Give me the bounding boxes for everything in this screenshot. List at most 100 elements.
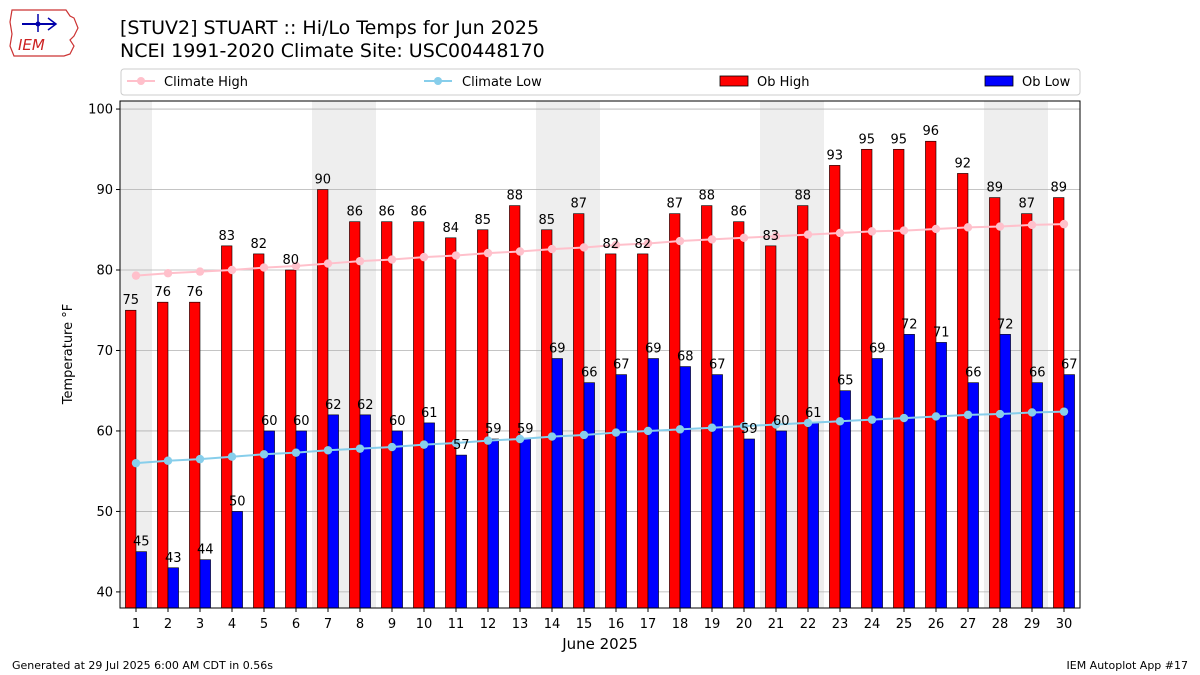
bar-ob-low xyxy=(1031,382,1043,609)
label-ob-high: 89 xyxy=(1050,181,1067,196)
bar-ob-low xyxy=(423,422,435,609)
climate-low-point xyxy=(291,448,301,457)
label-ob-high: 88 xyxy=(794,189,811,204)
label-ob-high: 88 xyxy=(506,189,523,204)
label-ob-high: 82 xyxy=(634,237,651,252)
climate-high-point xyxy=(995,222,1005,231)
x-tick-label: 15 xyxy=(576,617,593,632)
climate-low-point xyxy=(963,410,973,420)
x-tick-label: 11 xyxy=(448,617,465,632)
bar-ob-low xyxy=(295,430,307,609)
x-tick-label: 6 xyxy=(292,617,300,632)
legend-label-climate-high: Climate High xyxy=(164,75,248,90)
climate-high-point xyxy=(451,251,461,260)
bar-ob-low xyxy=(935,342,947,609)
climate-high-point xyxy=(131,271,141,280)
x-tick-label: 8 xyxy=(356,617,364,632)
bar-ob-high xyxy=(701,205,713,609)
x-tick-label: 12 xyxy=(480,617,497,632)
label-ob-low: 68 xyxy=(677,350,694,365)
bar-ob-low xyxy=(551,358,563,609)
climate-high-point xyxy=(707,235,717,244)
x-tick-label: 18 xyxy=(672,617,689,632)
bar-ob-high xyxy=(573,213,585,609)
x-tick-label: 26 xyxy=(928,617,945,632)
label-ob-high: 88 xyxy=(698,189,715,204)
legend-label-ob-high: Ob High xyxy=(757,75,810,90)
label-ob-low: 60 xyxy=(293,414,310,429)
label-ob-high: 87 xyxy=(570,197,587,212)
x-tick-label: 16 xyxy=(608,617,625,632)
x-tick-label: 27 xyxy=(960,617,977,632)
label-ob-low: 61 xyxy=(805,406,822,421)
bar-ob-high xyxy=(509,205,521,609)
label-ob-high: 85 xyxy=(538,213,555,228)
x-tick-label: 14 xyxy=(544,617,561,632)
x-tick-label: 13 xyxy=(512,617,529,632)
climate-high-point xyxy=(739,233,749,243)
climate-high-point xyxy=(835,228,845,238)
label-ob-high: 84 xyxy=(442,221,459,236)
bar-ob-low xyxy=(167,567,179,609)
gridlines xyxy=(120,108,1080,593)
bar-ob-low xyxy=(679,366,691,609)
climate-low-point xyxy=(547,432,557,441)
x-tick-label: 3 xyxy=(196,617,204,632)
climate-low-point xyxy=(611,428,621,437)
y-tick-label: 100 xyxy=(88,103,113,118)
climate-high-point xyxy=(611,240,621,250)
climate-high-point xyxy=(803,230,813,239)
label-ob-high: 75 xyxy=(122,293,139,308)
climate-low-point xyxy=(1027,408,1037,417)
y-tick-label: 70 xyxy=(96,344,113,359)
climate-high-line xyxy=(135,223,1065,277)
climate-low-point xyxy=(867,415,877,424)
bar-ob-high xyxy=(253,253,265,609)
climate-low-point xyxy=(227,452,237,461)
label-ob-high: 96 xyxy=(922,124,939,139)
label-ob-high: 76 xyxy=(186,285,203,300)
label-ob-low: 44 xyxy=(197,543,214,558)
bar-ob-high xyxy=(669,213,681,609)
label-ob-low: 66 xyxy=(965,366,982,381)
bar-ob-high xyxy=(477,229,489,609)
bar-ob-high xyxy=(125,309,137,609)
plot-frame xyxy=(119,100,1081,609)
bar-ob-low xyxy=(231,511,243,609)
x-axis-label: June 2025 xyxy=(561,635,638,653)
climate-low-point xyxy=(131,458,141,468)
label-ob-low: 72 xyxy=(997,317,1014,332)
bar-ob-high xyxy=(861,148,873,609)
climate-low-point xyxy=(323,446,333,455)
climate-low-point xyxy=(195,454,205,464)
bar-value-labels: 75 76 76 83 82 80 90 86 86 86 84 85 88 85 87 82 82 87 88 86… xyxy=(122,124,1077,566)
x-tick-label: 19 xyxy=(704,617,721,632)
label-ob-high: 90 xyxy=(314,173,331,188)
x-tick-label: 30 xyxy=(1056,617,1073,632)
bar-ob-high xyxy=(989,197,1001,609)
climate-low-line xyxy=(135,410,1065,465)
x-tick-label: 25 xyxy=(896,617,913,632)
climate-high-point xyxy=(483,248,493,258)
y-tick-label: 80 xyxy=(96,264,113,279)
y-tick-label: 60 xyxy=(96,424,113,439)
climate-low-point xyxy=(259,450,269,459)
legend-item-ob-low: Ob Low xyxy=(984,75,1071,90)
legend-item-climate-high: Climate High xyxy=(127,75,248,90)
x-axis: 1 2 3 4 5 6 7 8 9 10 11 12 13 14 15 16 17 18 19 20 21 22 23 24 2… xyxy=(132,608,1072,632)
x-tick-label: 29 xyxy=(1024,617,1041,632)
bar-ob-low xyxy=(743,438,755,609)
bar-ob-high xyxy=(733,221,745,609)
label-ob-low: 59 xyxy=(485,422,502,437)
x-tick-label: 28 xyxy=(992,617,1009,632)
label-ob-high: 86 xyxy=(346,205,363,220)
climate-high-point xyxy=(227,265,237,275)
climate-high-point xyxy=(515,247,525,256)
bar-ob-high xyxy=(445,237,457,609)
climate-low-point xyxy=(483,436,493,445)
bar-ob-low xyxy=(519,438,531,609)
climate-high-point xyxy=(771,232,781,241)
legend-item-climate-low: Climate Low xyxy=(424,75,542,90)
legend: Climate High Climate Low Ob High Ob Low xyxy=(120,68,1081,96)
